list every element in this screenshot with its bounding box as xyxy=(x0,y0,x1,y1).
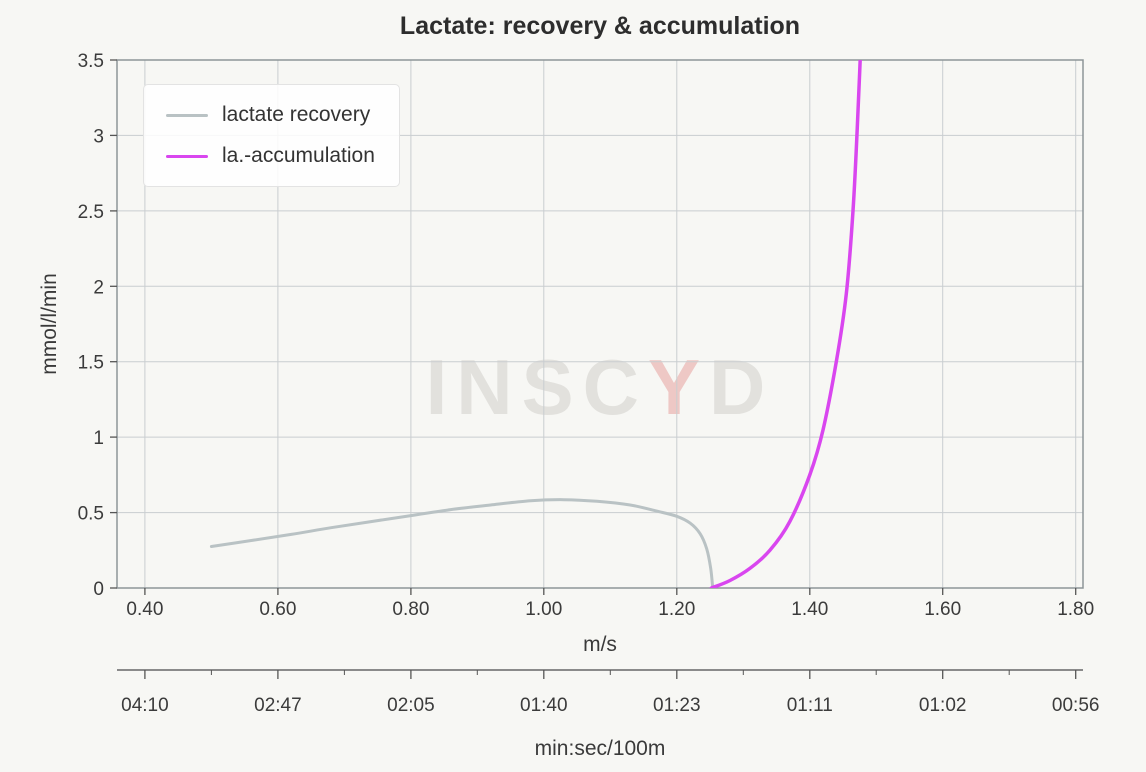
x2-axis: 04:10 02:47 02:05 01:40 01:23 01:11 01:02 00:56 xyxy=(117,669,1100,716)
watermark-text-accent: Y xyxy=(647,343,710,431)
x-axis: 0.40 0.60 0.80 1.00 1.20 1.40 1.60 1.80 xyxy=(126,588,1094,620)
svg-text:1.80: 1.80 xyxy=(1057,599,1094,620)
svg-text:02:05: 02:05 xyxy=(387,695,435,716)
svg-text:00:56: 00:56 xyxy=(1052,695,1100,716)
svg-text:3.5: 3.5 xyxy=(78,51,104,72)
svg-text:2.5: 2.5 xyxy=(78,202,104,223)
svg-text:0: 0 xyxy=(93,579,104,600)
watermark-text-left: INSC xyxy=(425,343,648,431)
series-la-accumulation xyxy=(709,60,862,588)
svg-text:0.60: 0.60 xyxy=(259,599,296,620)
x-axis-label: m/s xyxy=(583,633,617,656)
legend-label: lactate recovery xyxy=(222,103,371,126)
svg-text:01:11: 01:11 xyxy=(787,695,833,716)
svg-text:1.60: 1.60 xyxy=(924,599,961,620)
svg-text:3: 3 xyxy=(93,126,104,147)
svg-text:02:47: 02:47 xyxy=(254,695,302,716)
legend-swatch-magenta-line xyxy=(166,154,208,158)
svg-text:0.5: 0.5 xyxy=(78,504,104,525)
svg-text:2: 2 xyxy=(93,277,104,298)
svg-text:01:02: 01:02 xyxy=(919,695,967,716)
legend-item-la-accumulation[interactable]: la.-accumulation xyxy=(166,144,375,168)
svg-text:0.80: 0.80 xyxy=(392,599,429,620)
inscyd-watermark: INSCYD xyxy=(117,348,1083,426)
series-lactate-recovery xyxy=(209,498,715,588)
svg-text:1: 1 xyxy=(93,428,104,449)
svg-text:0.40: 0.40 xyxy=(126,599,163,620)
svg-text:01:40: 01:40 xyxy=(520,695,568,716)
svg-text:1.40: 1.40 xyxy=(791,599,828,620)
svg-text:04:10: 04:10 xyxy=(121,695,169,716)
plot-border xyxy=(116,59,1084,589)
svg-text:01:23: 01:23 xyxy=(653,695,701,716)
legend-label: la.-accumulation xyxy=(222,144,375,167)
y-axis-label: mmol/l/min xyxy=(38,273,61,375)
svg-text:1.00: 1.00 xyxy=(525,599,562,620)
y-axis: 0 0.5 1 1.5 2 2.5 3 3.5 xyxy=(78,51,117,600)
x2-axis-label: min:sec/100m xyxy=(534,737,666,760)
svg-text:1.5: 1.5 xyxy=(78,353,104,374)
watermark-text-right: D xyxy=(709,343,775,431)
legend-item-lactate-recovery[interactable]: lactate recovery xyxy=(166,103,375,127)
chart-title: Lactate: recovery & accumulation xyxy=(399,12,801,40)
legend: lactate recovery la.-accumulation xyxy=(143,84,400,187)
legend-swatch-gray-line xyxy=(166,113,208,117)
svg-text:1.20: 1.20 xyxy=(658,599,695,620)
